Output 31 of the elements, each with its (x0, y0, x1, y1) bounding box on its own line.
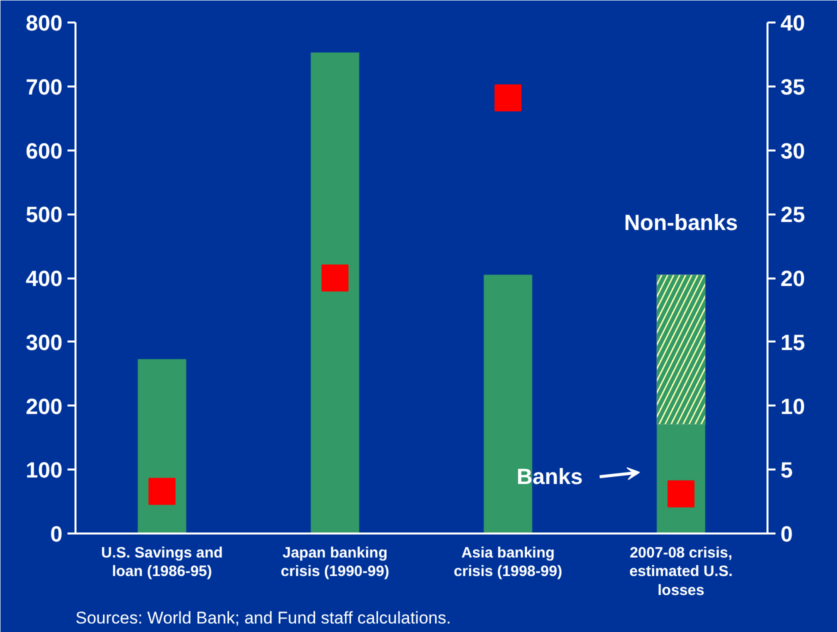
y-tick-label: 400 (26, 266, 63, 291)
y-tick-label: 300 (26, 330, 63, 355)
point (322, 264, 348, 292)
y-tick-label: 700 (26, 74, 63, 100)
y2-tick-label: 20 (780, 266, 805, 291)
x-tick-label: U.S. Savings and loan (1986-95) (101, 544, 223, 580)
y-tick-label: 800 (26, 10, 63, 36)
y2-tick-label: 5 (780, 458, 793, 483)
bar (138, 359, 186, 534)
point (668, 480, 694, 508)
text: Non-banks (624, 210, 738, 235)
bar (310, 52, 360, 534)
y-tick-label: 500 (26, 202, 63, 228)
point (148, 478, 176, 505)
series-label: Banks (516, 464, 583, 490)
y2-tick-label: 0 (780, 522, 793, 546)
source-note: Sources: World Bank; and Fund staff calculations. (76, 608, 451, 628)
y2-tick-label: 25 (780, 202, 805, 228)
y2-tick-label: 30 (780, 138, 805, 164)
x-tick-label: Asia banking crisis (1998-99) (454, 544, 562, 580)
y-tick-label: 0 (50, 522, 63, 546)
y2-tick-label: 10 (780, 394, 805, 419)
y-tick-label: 600 (26, 138, 63, 164)
x-tick-label: Japan banking crisis (1990-99) (280, 544, 390, 580)
y2-tick-label: 15 (780, 330, 805, 355)
y2-tick-label: 40 (780, 10, 805, 36)
y-tick-label: 100 (26, 458, 63, 483)
y-tick-label: 200 (26, 394, 63, 419)
point (494, 84, 522, 112)
x-tick-label: 2007-08 crisis, estimated U.S. losses (629, 544, 733, 599)
y2-tick-label: 35 (780, 74, 805, 100)
